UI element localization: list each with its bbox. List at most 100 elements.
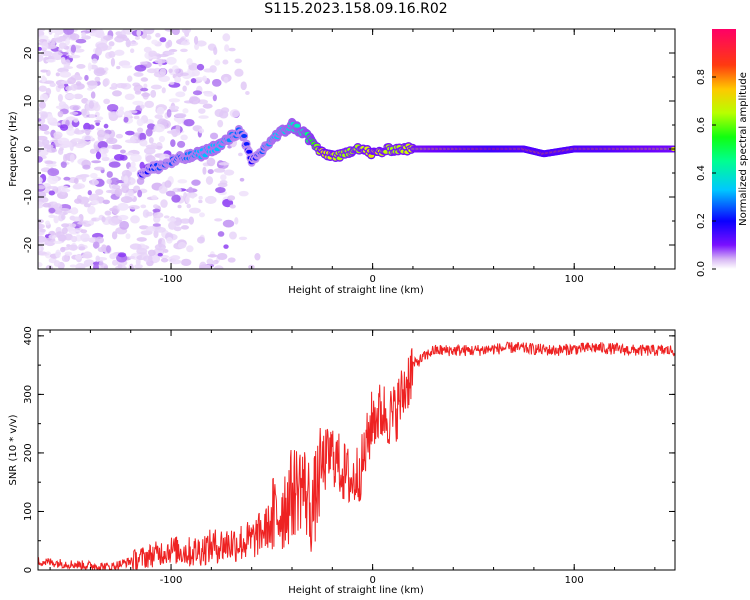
noise-blob xyxy=(45,264,53,269)
noise-blob xyxy=(140,87,149,92)
colorbar-scale xyxy=(712,29,736,269)
x-tick-label: 100 xyxy=(565,274,584,285)
noise-blob xyxy=(205,176,214,185)
noise-blob xyxy=(53,215,59,224)
noise-blob xyxy=(148,137,154,144)
noise-blob xyxy=(234,217,239,225)
noise-blob xyxy=(202,103,213,109)
noise-blob xyxy=(82,164,91,170)
noise-blob xyxy=(117,214,129,221)
noise-blob xyxy=(145,155,156,163)
noise-blob xyxy=(46,147,58,153)
noise-blob xyxy=(177,242,187,249)
noise-blob xyxy=(222,219,235,228)
noise-blob xyxy=(179,37,185,42)
noise-blob xyxy=(128,205,140,210)
noise-blob xyxy=(117,264,123,269)
noise-blob xyxy=(38,46,42,51)
noise-blob xyxy=(207,254,218,258)
noise-blob xyxy=(193,35,199,45)
noise-blob xyxy=(128,263,134,269)
noise-blob xyxy=(211,79,222,87)
noise-blob xyxy=(95,116,104,121)
noise-blob xyxy=(213,168,226,173)
noise-blob xyxy=(69,264,77,268)
noise-blob xyxy=(108,161,121,168)
noise-blob xyxy=(38,85,47,92)
noise-blob xyxy=(124,152,134,156)
noise-blob xyxy=(159,68,167,76)
noise-blob xyxy=(80,129,92,133)
noise-blob xyxy=(190,194,195,199)
noise-blob xyxy=(165,190,176,197)
y-tick-label: 0 xyxy=(23,567,34,573)
noise-blob xyxy=(73,117,79,123)
noise-blob xyxy=(103,67,109,72)
noise-blob xyxy=(179,218,191,224)
noise-blob xyxy=(167,39,173,48)
noise-blob xyxy=(140,104,145,109)
colorbar-tick-label: 0.0 xyxy=(696,261,707,277)
noise-blob xyxy=(101,216,106,223)
noise-blob xyxy=(212,94,217,102)
noise-blob xyxy=(209,65,217,73)
noise-blob xyxy=(95,188,104,196)
noise-blob xyxy=(111,259,119,266)
noise-blob xyxy=(110,57,116,67)
noise-blob xyxy=(38,223,45,230)
noise-blob xyxy=(134,264,143,269)
noise-blob xyxy=(124,139,137,144)
y-tick-label: 200 xyxy=(23,443,34,462)
noise-blob xyxy=(50,29,58,34)
noise-blob xyxy=(96,42,109,52)
noise-blob xyxy=(38,107,43,112)
noise-blob xyxy=(45,220,51,226)
noise-blob xyxy=(63,176,71,181)
noise-blob xyxy=(186,58,193,66)
noise-blob xyxy=(75,38,87,44)
noise-blob xyxy=(47,168,60,177)
noise-blob xyxy=(61,140,72,145)
noise-blob xyxy=(158,59,163,67)
noise-blob xyxy=(139,61,148,65)
noise-blob xyxy=(136,247,148,255)
noise-blob xyxy=(158,185,168,194)
noise-blob xyxy=(166,236,173,244)
noise-blob xyxy=(114,49,125,56)
noise-blob xyxy=(153,212,164,219)
noise-blob xyxy=(60,246,66,253)
noise-blob xyxy=(95,30,105,39)
noise-blob xyxy=(168,105,180,111)
noise-blob xyxy=(169,81,175,85)
signal-core xyxy=(243,141,250,146)
noise-blob xyxy=(229,109,240,118)
y-tick-label: -10 xyxy=(23,189,34,205)
colorbar-label: Normalized spectral amplitude xyxy=(738,72,749,226)
noise-blob xyxy=(136,237,147,242)
noise-blob xyxy=(38,192,45,197)
noise-blob xyxy=(95,68,106,74)
noise-blob xyxy=(128,166,137,173)
noise-blob xyxy=(177,204,182,209)
noise-blob xyxy=(133,185,141,192)
noise-blob xyxy=(194,42,200,51)
noise-blob xyxy=(38,203,44,209)
snr-series-line xyxy=(38,341,675,570)
noise-blob xyxy=(83,122,91,131)
noise-blob xyxy=(115,109,125,116)
noise-blob xyxy=(106,137,118,145)
noise-blob xyxy=(202,166,207,175)
noise-blob xyxy=(70,44,77,53)
noise-blob xyxy=(180,48,188,53)
noise-blob xyxy=(48,190,56,196)
colorbar-tick-label: 0.8 xyxy=(696,69,707,85)
noise-blob xyxy=(168,68,173,74)
noise-blob xyxy=(198,108,206,114)
noise-blob xyxy=(117,252,127,258)
noise-blob xyxy=(197,236,205,244)
noise-blob xyxy=(68,244,78,251)
noise-blob xyxy=(103,123,109,129)
noise-blob xyxy=(134,90,142,95)
noise-blob xyxy=(170,259,182,265)
noise-blob xyxy=(154,243,166,251)
